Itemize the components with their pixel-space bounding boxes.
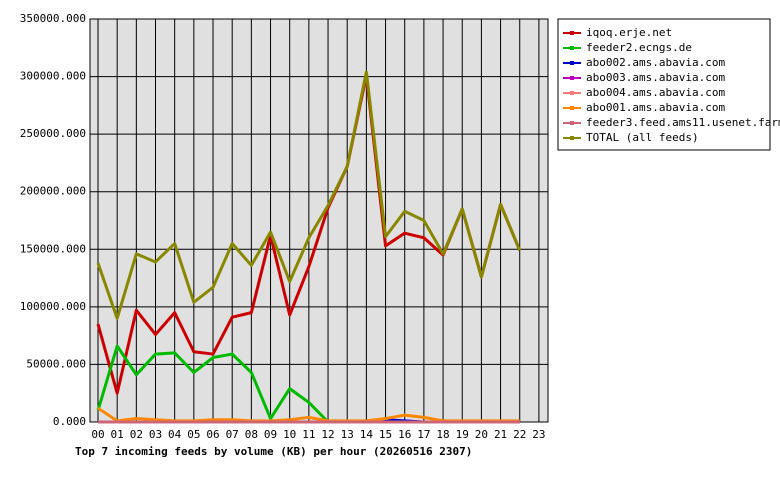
x-tick-label: 09 — [264, 428, 277, 441]
legend-marker — [570, 106, 574, 110]
legend-label: abo004.ams.abavia.com — [586, 86, 725, 99]
x-tick-label: 07 — [226, 428, 239, 441]
x-tick-label: 13 — [341, 428, 354, 441]
x-tick-label: 20 — [475, 428, 488, 441]
series-line — [96, 344, 330, 424]
y-tick-label: 250000.000 — [20, 127, 86, 140]
legend-marker — [570, 61, 574, 65]
x-tick-label: 17 — [417, 428, 430, 441]
x-tick-label: 16 — [398, 428, 411, 441]
y-tick-label: 0.000 — [53, 415, 86, 428]
x-tick-label: 04 — [168, 428, 182, 441]
x-tick-label: 02 — [130, 428, 143, 441]
legend-label: feeder2.ecngs.de — [586, 41, 692, 54]
legend-box — [557, 18, 771, 151]
x-tick-label: 08 — [245, 428, 258, 441]
legend-label: TOTAL (all feeds) — [586, 131, 699, 144]
x-tick-label: 11 — [302, 428, 315, 441]
x-tick-label: 15 — [379, 428, 392, 441]
y-tick-label: 200000.000 — [20, 185, 86, 198]
x-tick-label: 00 — [91, 428, 104, 441]
x-tick-label: 14 — [360, 428, 374, 441]
legend-marker — [570, 46, 574, 50]
y-tick-label: 350000.000 — [20, 12, 86, 25]
legend-label: abo003.ams.abavia.com — [586, 71, 725, 84]
y-tick-label: 150000.000 — [20, 242, 86, 255]
x-tick-label: 21 — [494, 428, 507, 441]
y-tick-label: 100000.000 — [20, 300, 86, 313]
y-tick-label: 300000.000 — [20, 70, 86, 83]
legend-label: abo002.ams.abavia.com — [586, 56, 725, 69]
x-tick-label: 06 — [206, 428, 219, 441]
x-tick-label: 03 — [149, 428, 162, 441]
chart-title: Top 7 incoming feeds by volume (KB) per … — [75, 445, 472, 458]
legend-marker — [570, 31, 574, 35]
x-tick-label: 22 — [513, 428, 526, 441]
x-tick-label: 12 — [321, 428, 334, 441]
x-tick-label: 01 — [111, 428, 124, 441]
x-tick-label: 23 — [532, 428, 545, 441]
x-tick-label: 05 — [187, 428, 200, 441]
series-line — [96, 70, 522, 320]
legend-label: iqoq.erje.net — [586, 26, 672, 39]
x-tick-label: 10 — [283, 428, 296, 441]
legend-label: feeder3.feed.ams11.usenet.farm — [586, 116, 780, 129]
x-tick-label: 18 — [436, 428, 449, 441]
y-tick-label: 50000.000 — [26, 357, 86, 370]
legend-marker — [570, 76, 574, 80]
legend-marker — [570, 121, 574, 125]
x-tick-label: 19 — [456, 428, 469, 441]
legend-marker — [570, 91, 574, 95]
legend-label: abo001.ams.abavia.com — [586, 101, 725, 114]
legend-marker — [570, 136, 574, 140]
